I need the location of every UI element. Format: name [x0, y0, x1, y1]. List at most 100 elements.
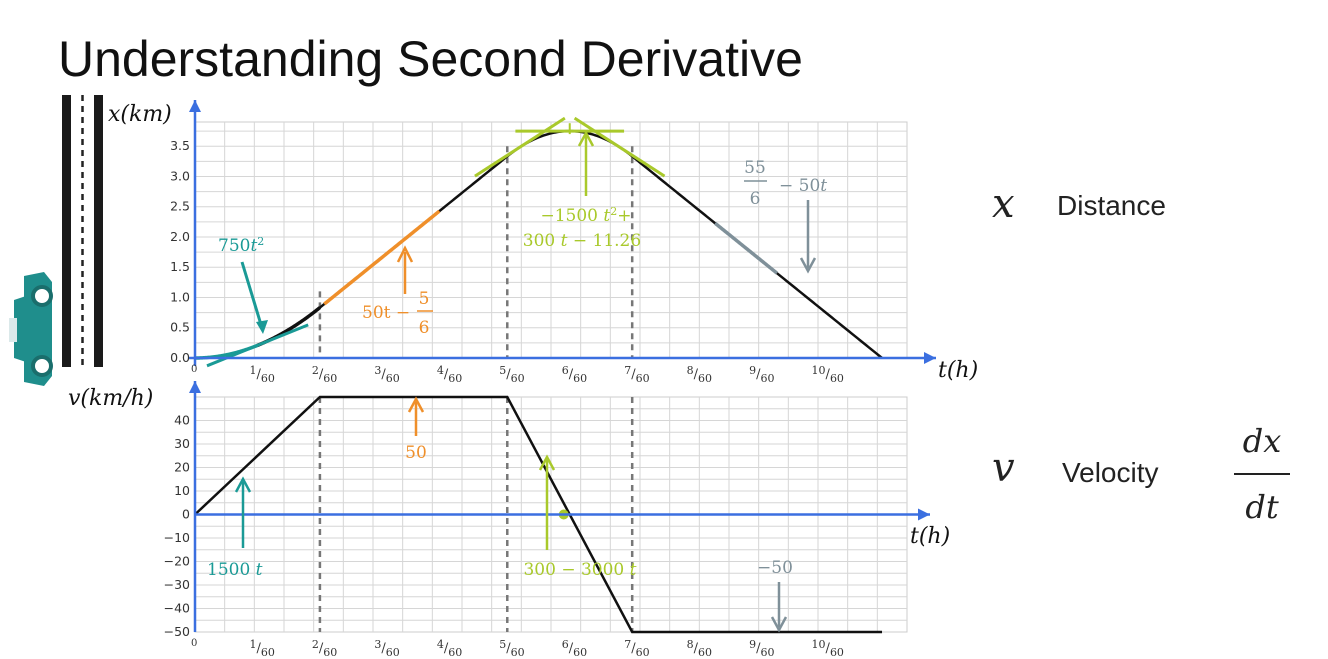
velocity-x-tick-label: 10/60: [812, 638, 844, 659]
velocity-x-tick-label: 1/60: [249, 638, 274, 659]
velocity-x-axis-label: t(h): [910, 524, 950, 549]
velocity-y-tick-label: 30: [174, 436, 190, 451]
distance-x-tick-label: 10/60: [812, 364, 844, 385]
velocity-y-axis-label: v(km/h): [68, 386, 153, 411]
velocity-x-tick-label: 5/60: [499, 638, 524, 659]
velocity-x-arrowhead: [918, 508, 930, 521]
distance-y-tick-label: 0.5: [170, 320, 190, 335]
distance-y-tick-label: 1.0: [170, 289, 190, 304]
annotation-750-sup: 2: [257, 235, 264, 248]
svg-text:300 − 3000 t: 300 − 3000 t: [523, 560, 636, 580]
distance-y-tick-label: 1.5: [170, 259, 190, 274]
annotation-peak-line1: −1500: [540, 206, 598, 226]
distance-y-tick-label: 3.0: [170, 168, 190, 183]
distance-x-tick-label: 7/60: [624, 364, 649, 385]
distance-x-axis-label: t(h): [938, 358, 978, 383]
distance-x-tick-label: 4/60: [437, 364, 462, 385]
velocity-x-tick-label: 8/60: [687, 638, 712, 659]
annotation-300-3000t: 300 − 3000 t: [523, 454, 637, 580]
distance-x-tick-label: 1/60: [249, 364, 274, 385]
annotation-750-coef: 750: [218, 236, 250, 256]
distance-y-tick-label: 2.0: [170, 229, 190, 244]
velocity-y-tick-label: −50: [164, 624, 190, 639]
road-right-edge: [94, 95, 103, 367]
annotation-50t-den: 6: [419, 318, 430, 338]
distance-x-tick-label: 9/60: [749, 364, 774, 385]
annotation-fall-num: 55: [744, 158, 766, 178]
distance-y-arrowhead: [189, 100, 201, 112]
annotation-50-value: 50: [405, 443, 427, 463]
velocity-y-tick-label: 10: [174, 483, 190, 498]
velocity-x-tick-label: 2/60: [312, 638, 337, 659]
tangent-peak-right: [573, 116, 666, 178]
page-title: Understanding Second Derivative: [58, 31, 803, 87]
annotation-1500-coef: 1500: [207, 560, 250, 580]
distance-y-axis-label: x(km): [108, 102, 172, 127]
annotation-50: 50: [405, 396, 427, 463]
annotation-linear-rise: 50t − 5 6: [362, 245, 433, 338]
velocity-label: Velocity: [1062, 457, 1159, 488]
distance-symbol: x: [992, 181, 1015, 227]
annotation-50t-arrowhead: [396, 245, 414, 263]
distance-grid: [195, 122, 907, 358]
velocity-x-tick-label: 3/60: [374, 638, 399, 659]
annotation-peak-arrowhead: [577, 130, 595, 147]
velocity-origin-label: 0: [191, 638, 197, 649]
car-icon: [9, 272, 53, 386]
svg-text:−1500 t2+: −1500 t2+: [540, 205, 631, 227]
annotation-quadratic-peak: −1500 t2+ 300 t − 11.26: [523, 130, 641, 251]
velocity-x-tick-label: 6/60: [562, 638, 587, 659]
annotation-750t2: 750t2: [218, 235, 268, 334]
distance-ticks: 0.0 0.5 1.0 1.5 2.0 2.5 3.0 3.5 0 1/60 2/60 3/60 4/6…: [170, 138, 844, 385]
annotation-peak-line2: 300: [523, 231, 555, 251]
road-illustration: [62, 95, 103, 367]
velocity-y-tick-label: −10: [164, 530, 190, 545]
svg-text:− 50t: − 50t: [779, 176, 827, 196]
distance-x-tick-label: 6/60: [562, 364, 587, 385]
distance-x-arrowhead: [924, 352, 936, 364]
distance-label: Distance: [1057, 190, 1166, 221]
velocity-y-tick-label: −30: [164, 577, 190, 592]
distance-plot: 0.0 0.5 1.0 1.5 2.0 2.5 3.0 3.5 0 1/60 2/60 3/60 4/6…: [170, 100, 936, 385]
derivative-numerator: dx: [1243, 422, 1282, 460]
legend-velocity: v Velocity dx dt: [992, 422, 1290, 526]
distance-origin-label: 0: [191, 364, 197, 375]
annotation-neg50-arrowhead: [770, 616, 788, 633]
annotation-50t-num: 5: [419, 289, 430, 309]
velocity-y-arrowhead: [189, 381, 201, 393]
velocity-y-tick-label: −40: [164, 601, 190, 616]
annotation-50t-left: 50t −: [362, 303, 410, 323]
annotation-750-var: t: [250, 236, 257, 256]
annotation-300-arrowhead: [538, 454, 556, 471]
annotation-neg50: −50: [757, 558, 793, 633]
annotation-linear-fall: 55 6 − 50t: [744, 158, 827, 274]
distance-y-tick-label: 0.0: [170, 350, 190, 365]
svg-text:300 t − 11.26: 300 t − 11.26: [523, 231, 641, 251]
distance-y-tick-label: 2.5: [170, 199, 190, 214]
legend-distance: x Distance: [992, 181, 1166, 227]
annotation-neg50-value: −50: [757, 558, 793, 578]
velocity-axes: [189, 381, 930, 632]
distance-axes: [189, 100, 936, 366]
svg-text:1500 t: 1500 t: [207, 560, 263, 580]
annotation-fall-tail: − 50: [779, 176, 820, 196]
distance-segment-linear-rise: [323, 209, 441, 306]
velocity-y-tick-label: 0: [182, 507, 190, 522]
velocity-y-tick-label: 20: [174, 460, 190, 475]
distance-segment-linear-fall: [714, 221, 779, 275]
velocity-x-tick-label: 7/60: [624, 638, 649, 659]
velocity-x-tick-label: 4/60: [437, 638, 462, 659]
distance-x-tick-label: 8/60: [687, 364, 712, 385]
velocity-x-tick-label: 9/60: [749, 638, 774, 659]
distance-y-tick-label: 3.5: [170, 138, 190, 153]
annotation-fall-arrowhead: [799, 257, 817, 274]
distance-x-tick-label: 5/60: [499, 364, 524, 385]
annotation-750-arrow: [240, 261, 264, 329]
annotation-750-arrowhead: [256, 320, 268, 334]
svg-text:750t2: 750t2: [218, 235, 264, 257]
velocity-y-tick-label: 40: [174, 413, 190, 428]
annotation-fall-den: 6: [750, 189, 761, 209]
